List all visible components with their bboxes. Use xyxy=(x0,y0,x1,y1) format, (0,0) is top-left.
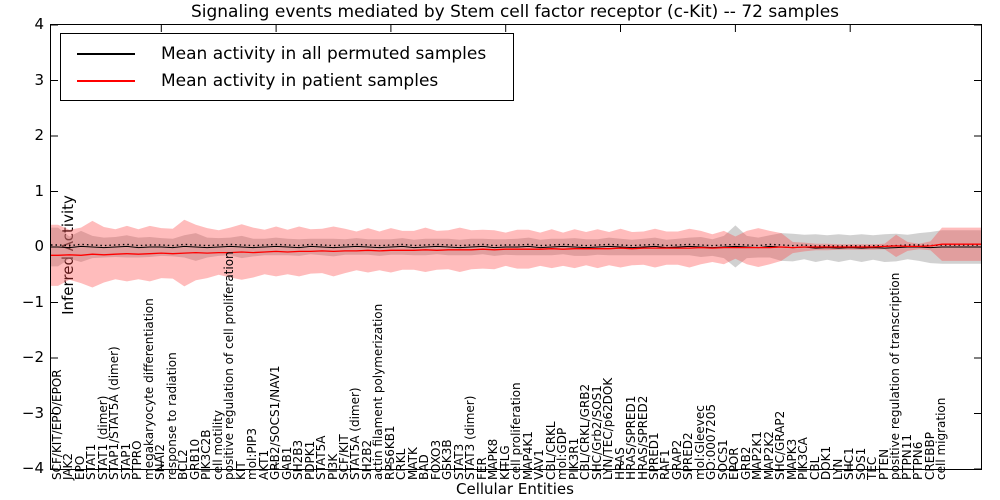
legend-label: Mean activity in all permuted samples xyxy=(161,43,487,64)
legend: Mean activity in all permuted samples Me… xyxy=(60,33,514,101)
y-tick-label: −1 xyxy=(21,292,44,311)
permuted-mean-dot-markers xyxy=(51,243,981,247)
x-category-label: positive regulation of cell proliferatio… xyxy=(222,251,237,480)
patient-mean-line xyxy=(51,243,981,256)
y-tick-label: 1 xyxy=(34,181,44,200)
y-tick-label: 2 xyxy=(34,126,44,144)
red-line-swatch xyxy=(77,79,135,82)
chart-title: Signaling events mediated by Stem cell f… xyxy=(190,2,840,22)
black-line-swatch xyxy=(77,52,135,55)
x-category-label: cell migration xyxy=(934,397,948,480)
legend-item-patient: Mean activity in patient samples xyxy=(61,67,513,94)
y-tick-label: −4 xyxy=(21,459,44,477)
y-tick-label: −2 xyxy=(21,348,44,366)
plot-area xyxy=(50,24,982,470)
permuted-std-band xyxy=(51,225,981,268)
legend-item-permuted: Mean activity in all permuted samples xyxy=(61,40,513,67)
y-tick-label: 4 xyxy=(34,15,44,33)
patient-std-band xyxy=(51,219,981,288)
chart-canvas xyxy=(51,25,981,469)
y-tick-label: −3 xyxy=(21,403,44,422)
x-axis-label: Cellular Entities xyxy=(456,480,574,498)
legend-label: Mean activity in patient samples xyxy=(161,70,439,91)
y-tick-label: 0 xyxy=(34,237,44,255)
y-tick-label: 3 xyxy=(34,70,44,89)
